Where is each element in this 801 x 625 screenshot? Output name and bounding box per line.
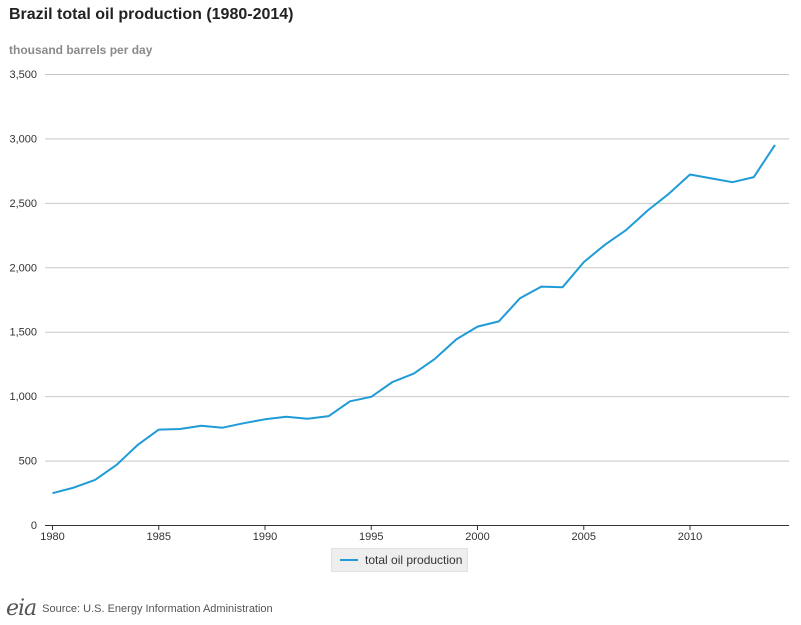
series-layer [49,141,779,497]
data-point[interactable] [707,174,715,182]
x-tick-label: 1985 [147,531,171,543]
data-point[interactable] [134,441,142,449]
legend-label: total oil production [365,553,463,567]
y-tick-label: 3,500 [9,69,37,81]
data-point[interactable] [495,317,503,325]
x-axis-ticks: 1980 1985 1990 1995 2000 2005 2010 [40,525,702,543]
data-point[interactable] [601,241,609,249]
eia-logo: eia [6,596,37,621]
chart-title: Brazil total oil production (1980-2014) [9,6,294,23]
y-axis-ticks: 0 500 1,000 1,500 2,000 2,500 3,000 3,500 [9,69,37,532]
data-point[interactable] [282,413,290,421]
data-point[interactable] [686,171,694,179]
y-tick-label: 2,000 [9,262,37,274]
data-point[interactable] [452,335,460,343]
y-tick-label: 1,500 [9,327,37,339]
data-point[interactable] [346,397,354,405]
data-point[interactable] [537,283,545,291]
legend[interactable]: total oil production [331,548,468,572]
data-point[interactable] [240,419,248,427]
data-point[interactable] [622,226,630,234]
data-point[interactable] [70,484,78,492]
data-point[interactable] [665,190,673,198]
legend-swatch [340,559,358,561]
series-line-total-oil-production[interactable] [52,144,776,495]
x-tick-label: 2000 [465,531,489,543]
x-tick-label: 1990 [253,531,277,543]
data-point[interactable] [516,294,524,302]
data-point[interactable] [750,173,758,181]
y-tick-label: 500 [19,456,37,468]
data-point[interactable] [261,415,269,423]
data-point[interactable] [112,461,120,469]
x-tick-label: 2010 [678,531,702,543]
data-point[interactable] [771,141,779,149]
x-tick-label: 2005 [572,531,596,543]
data-point[interactable] [367,393,375,401]
y-tick-label: 1,000 [9,391,37,403]
data-point[interactable] [155,426,163,434]
y-tick-label: 0 [31,520,37,532]
source-footer: eia Source: U.S. Energy Information Admi… [6,598,273,620]
data-point[interactable] [729,178,737,186]
data-point[interactable] [49,489,57,497]
data-point[interactable] [644,207,652,215]
data-point[interactable] [580,258,588,266]
data-point[interactable] [304,415,312,423]
data-point[interactable] [474,323,482,331]
x-tick-label: 1995 [359,531,383,543]
y-axis-unit-label: thousand barrels per day [9,43,153,57]
data-point[interactable] [91,476,99,484]
data-point[interactable] [410,370,418,378]
x-tick-label: 1980 [40,531,64,543]
y-tick-label: 2,500 [9,198,37,210]
data-point[interactable] [431,355,439,363]
data-point[interactable] [197,422,205,430]
data-point[interactable] [176,425,184,433]
y-tick-label: 3,000 [9,133,37,145]
data-point[interactable] [325,412,333,420]
source-text: Source: U.S. Energy Information Administ… [42,603,273,615]
data-point[interactable] [559,283,567,291]
data-point[interactable] [219,424,227,432]
data-point[interactable] [389,378,397,386]
gridlines [45,74,789,526]
